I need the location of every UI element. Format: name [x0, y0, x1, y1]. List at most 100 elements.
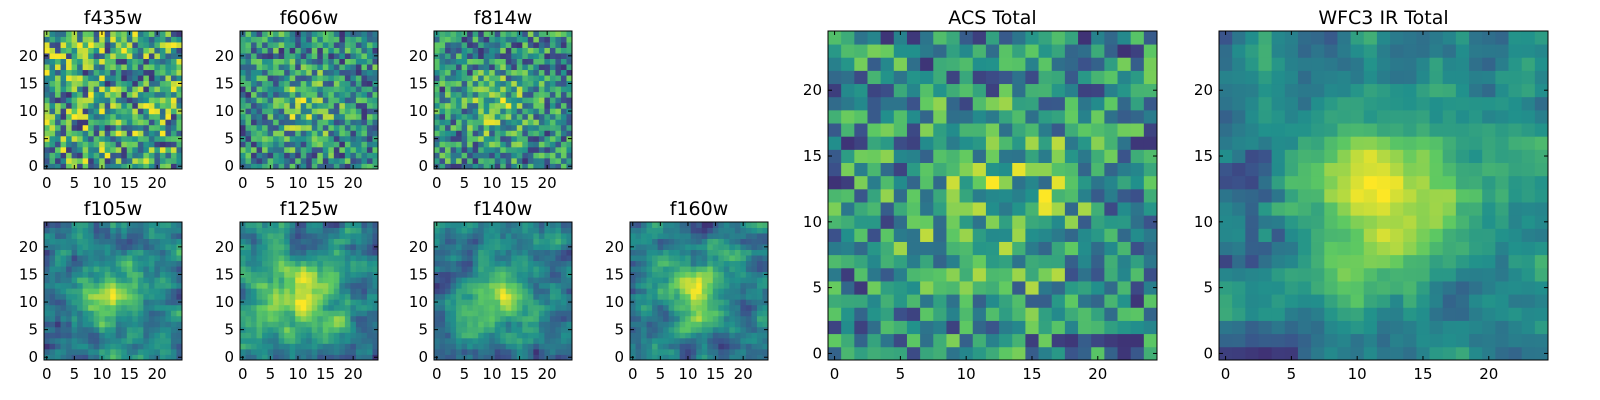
heatmap-cell	[256, 146, 263, 153]
heatmap-cell	[478, 163, 485, 170]
heatmap-cell	[159, 326, 166, 333]
heatmap-cell	[679, 299, 686, 306]
heatmap-cell	[456, 86, 462, 93]
heatmap-cell	[723, 277, 730, 284]
heatmap-cell	[317, 337, 324, 344]
heatmap-cell	[240, 42, 246, 48]
heatmap-cell	[500, 282, 507, 289]
heatmap-cell	[344, 91, 351, 98]
heatmap-cell	[295, 135, 302, 142]
heatmap-cell	[434, 260, 440, 267]
heatmap-cell	[946, 241, 960, 256]
heatmap-cell	[278, 42, 285, 48]
heatmap-cell	[262, 332, 268, 339]
heatmap-cell	[55, 91, 61, 98]
heatmap-cell	[685, 348, 692, 355]
heatmap-cell	[49, 135, 56, 142]
heatmap-cell	[77, 354, 84, 361]
heatmap-cell	[170, 310, 177, 317]
heatmap-cell	[289, 58, 296, 65]
heatmap-cell	[104, 163, 111, 170]
heatmap-cell	[170, 321, 177, 328]
heatmap-cell	[245, 255, 252, 262]
heatmap-cell	[500, 332, 507, 339]
heatmap-cell	[555, 58, 562, 65]
heatmap-cell	[267, 244, 274, 250]
heatmap-cell	[267, 130, 274, 137]
x-tick-label: 10	[288, 365, 307, 383]
heatmap-cell	[322, 299, 329, 306]
heatmap-cell	[344, 255, 351, 262]
heatmap-cell	[49, 249, 56, 256]
heatmap-cell	[505, 91, 512, 98]
heatmap-cell	[483, 299, 490, 306]
heatmap-cell	[450, 42, 457, 48]
heatmap-cell	[295, 86, 302, 93]
heatmap-cell	[300, 91, 307, 98]
heatmap-cell	[972, 307, 987, 321]
heatmap-cell	[245, 58, 252, 65]
heatmap-cell	[679, 222, 686, 228]
heatmap-cell	[333, 332, 340, 339]
heatmap-cell	[71, 53, 78, 59]
heatmap-cell	[467, 119, 474, 126]
heatmap-cell	[245, 53, 252, 59]
heatmap-cell	[339, 293, 346, 300]
heatmap-cell	[93, 80, 100, 87]
heatmap-cell	[690, 343, 697, 350]
heatmap-cell	[483, 321, 490, 328]
heatmap-cell	[372, 238, 379, 245]
heatmap-cell	[1104, 346, 1118, 361]
heatmap-cell	[143, 332, 150, 339]
heatmap-cell	[511, 157, 518, 164]
heatmap-cell	[295, 266, 302, 273]
heatmap-cell	[679, 277, 686, 284]
heatmap-cell	[549, 332, 556, 339]
heatmap-cell	[527, 238, 534, 245]
heatmap-cell	[284, 222, 291, 228]
heatmap-cell	[445, 163, 451, 170]
heatmap-cell	[88, 80, 95, 87]
heatmap-cell	[566, 266, 573, 273]
heatmap-cell	[126, 337, 133, 344]
heatmap-cell	[549, 36, 556, 43]
heatmap-cell	[148, 282, 155, 289]
heatmap-cell	[566, 141, 573, 148]
heatmap-cell	[49, 260, 56, 267]
heatmap-cell	[82, 266, 89, 273]
heatmap-cell	[273, 348, 280, 355]
heatmap-cell	[93, 227, 100, 234]
heatmap-cell	[472, 86, 479, 93]
heatmap-cell	[439, 310, 446, 317]
heatmap-cell	[745, 321, 752, 328]
heatmap-cell	[262, 222, 268, 228]
heatmap-cell	[555, 47, 562, 54]
heatmap-cell	[1143, 188, 1158, 203]
heatmap-cell	[494, 249, 501, 256]
heatmap-cell	[55, 343, 61, 350]
heatmap-cell	[121, 75, 128, 82]
heatmap-cell	[306, 163, 313, 170]
heatmap-cell	[505, 299, 512, 306]
heatmap-cell	[273, 255, 280, 262]
heatmap-cell	[278, 249, 285, 256]
heatmap-cell	[723, 326, 730, 333]
heatmap-cell	[339, 58, 346, 65]
heatmap-cell	[350, 58, 357, 65]
heatmap-cell	[77, 36, 84, 43]
heatmap-cell	[511, 146, 518, 153]
heatmap-cell	[49, 124, 56, 131]
heatmap-cell	[317, 152, 324, 159]
heatmap-cell	[295, 130, 302, 137]
heatmap-cell	[445, 227, 451, 234]
heatmap-cell	[355, 310, 362, 317]
heatmap-cell	[289, 255, 296, 262]
heatmap-cell	[99, 80, 106, 87]
heatmap-cell	[361, 332, 368, 339]
heatmap-cell	[646, 233, 653, 239]
heatmap-cell	[450, 255, 457, 262]
heatmap-cell	[439, 249, 446, 256]
heatmap-cell	[538, 293, 545, 300]
heatmap-cell	[1064, 228, 1079, 242]
heatmap-cell	[527, 36, 534, 43]
